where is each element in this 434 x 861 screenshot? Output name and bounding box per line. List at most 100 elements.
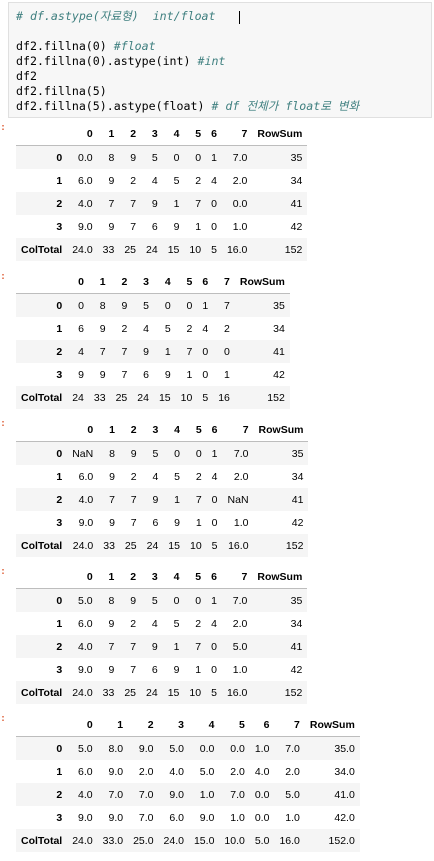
column-header	[16, 123, 67, 146]
row-index: 3	[16, 658, 67, 681]
table-cell: 5	[197, 386, 213, 409]
code-line-6: df2.fillna(5).astype(float) # df 전체가 flo…	[16, 99, 359, 114]
table-cell: 9	[98, 658, 120, 681]
column-header: 1	[98, 123, 120, 146]
row-index: 3	[16, 511, 67, 534]
table-cell: 0	[185, 442, 207, 466]
table-row: 2 4.0 7.0 7.0 9.0 1.0 7.0 0.0 5.0 41.0	[16, 783, 360, 806]
table-cell: 8	[89, 294, 111, 318]
table-cell: 2	[111, 317, 133, 340]
dataframe-table-4: 0 1 2 3 4 5 6 7 RowSum 0 5.0 8 9 5 0 0 1 7.0 35 1 6.0 9 2 4 5 2 4 2…	[16, 566, 307, 704]
table-cell: 16.0	[223, 534, 254, 557]
table-cell: 10.0	[219, 829, 249, 852]
table-cell: 7	[176, 340, 198, 363]
table-cell: 9.0	[67, 806, 97, 829]
code-line-4: df2	[16, 69, 37, 84]
table-cell: 2.0	[274, 760, 304, 783]
table-cell: 7.0	[219, 783, 249, 806]
table-cell: 33	[89, 386, 111, 409]
row-index: ColTotal	[16, 829, 67, 852]
code-cell[interactable]: # df.astype(자료형) int/float df2.fillna(0)…	[8, 2, 432, 118]
table-cell: 7	[185, 488, 207, 511]
table-cell: NaN	[223, 488, 254, 511]
table-row: ColTotal 24.0 33 25 24 15 10 5 16.0 152	[16, 238, 307, 261]
table-row: 3 9.0 9 7 6 9 1 0 1.0 42	[16, 511, 308, 534]
row-index: 1	[16, 169, 67, 192]
column-header	[16, 419, 67, 442]
table-cell: 9	[163, 658, 185, 681]
table-cell: 6	[141, 215, 163, 238]
table-cell: 6.0	[159, 806, 189, 829]
table-header-row: 0 1 2 3 4 5 6 7 RowSum	[16, 714, 360, 737]
table-row: 1 6.0 9.0 2.0 4.0 5.0 2.0 4.0 2.0 34.0	[16, 760, 360, 783]
column-header: RowSum	[252, 566, 307, 589]
code-text: df2	[16, 69, 37, 83]
column-header: 5	[185, 419, 207, 442]
column-header: 0	[67, 123, 97, 146]
code-comment: #int	[197, 54, 225, 68]
table-cell: 4	[197, 317, 213, 340]
table-cell: 5	[141, 589, 163, 613]
table-cell: 152	[254, 534, 309, 557]
table-cell: 42	[235, 363, 290, 386]
table-cell: 7	[98, 488, 120, 511]
table-cell: 2	[184, 169, 206, 192]
table-cell: 1	[185, 511, 207, 534]
table-row: 2 4 7 7 9 1 7 0 0 41	[16, 340, 290, 363]
table-cell: 5	[206, 238, 222, 261]
table-cell: 1.0	[189, 783, 219, 806]
column-header: 5	[184, 566, 206, 589]
table-cell: 24	[132, 386, 154, 409]
table-cell: 2	[185, 465, 207, 488]
table-cell: 7.0	[222, 589, 252, 613]
text-cursor	[239, 11, 240, 24]
table-cell: 25	[119, 681, 141, 704]
table-cell: 5	[163, 465, 185, 488]
table-cell: 9	[98, 511, 120, 534]
column-header: 6	[197, 271, 213, 294]
table-cell: 6.0	[67, 465, 98, 488]
table-cell: 24.0	[67, 829, 97, 852]
table-cell: 9.0	[189, 806, 219, 829]
column-header	[16, 566, 67, 589]
table-row: 2 4.0 7 7 9 1 7 0 0.0 41	[16, 192, 307, 215]
table-cell: 7	[119, 192, 141, 215]
table-cell: 16	[213, 386, 235, 409]
table-cell: 7	[119, 635, 141, 658]
table-cell: 25	[119, 238, 141, 261]
column-header: 4	[163, 566, 185, 589]
row-index: 3	[16, 806, 67, 829]
table-row: 2 4.0 7 7 9 1 7 0 5.0 41	[16, 635, 307, 658]
table-cell: 16.0	[274, 829, 304, 852]
column-header: RowSum	[305, 714, 360, 737]
row-index: 0	[16, 737, 67, 761]
table-cell: 1	[154, 340, 176, 363]
table-cell: 15	[154, 386, 176, 409]
table-cell: 2	[213, 317, 235, 340]
table-cell: 2.0	[219, 760, 249, 783]
table-row: ColTotal 24.0 33 25 24 15 10 5 16.0 152	[16, 681, 307, 704]
table-cell: 1	[213, 363, 235, 386]
table-cell: 16.0	[222, 238, 252, 261]
table-cell: 0	[176, 294, 198, 318]
table-row: 0 5.0 8.0 9.0 5.0 0.0 0.0 1.0 7.0 35.0	[16, 737, 360, 761]
table-cell: 42	[252, 215, 307, 238]
table-header-row: 0 1 2 3 4 5 6 7 RowSum	[16, 271, 290, 294]
column-header: 3	[141, 123, 163, 146]
table-cell: 6.0	[67, 612, 97, 635]
table-cell: 0.0	[250, 806, 275, 829]
table-cell: 7	[120, 511, 142, 534]
table-cell: 9.0	[159, 783, 189, 806]
table-cell: 1	[163, 192, 185, 215]
table-cell: 7	[111, 340, 133, 363]
table-cell: 33	[98, 238, 120, 261]
table-cell: 9.0	[128, 737, 158, 761]
table-cell: 8.0	[98, 737, 128, 761]
table-cell: 4.0	[67, 192, 97, 215]
table-cell: 9.0	[67, 511, 98, 534]
table-cell: 35.0	[305, 737, 360, 761]
column-header: 4	[154, 271, 176, 294]
table-cell: 24.0	[159, 829, 189, 852]
table-cell: 6.0	[67, 760, 97, 783]
table-row: 2 4.0 7 7 9 1 7 0 NaN 41	[16, 488, 308, 511]
